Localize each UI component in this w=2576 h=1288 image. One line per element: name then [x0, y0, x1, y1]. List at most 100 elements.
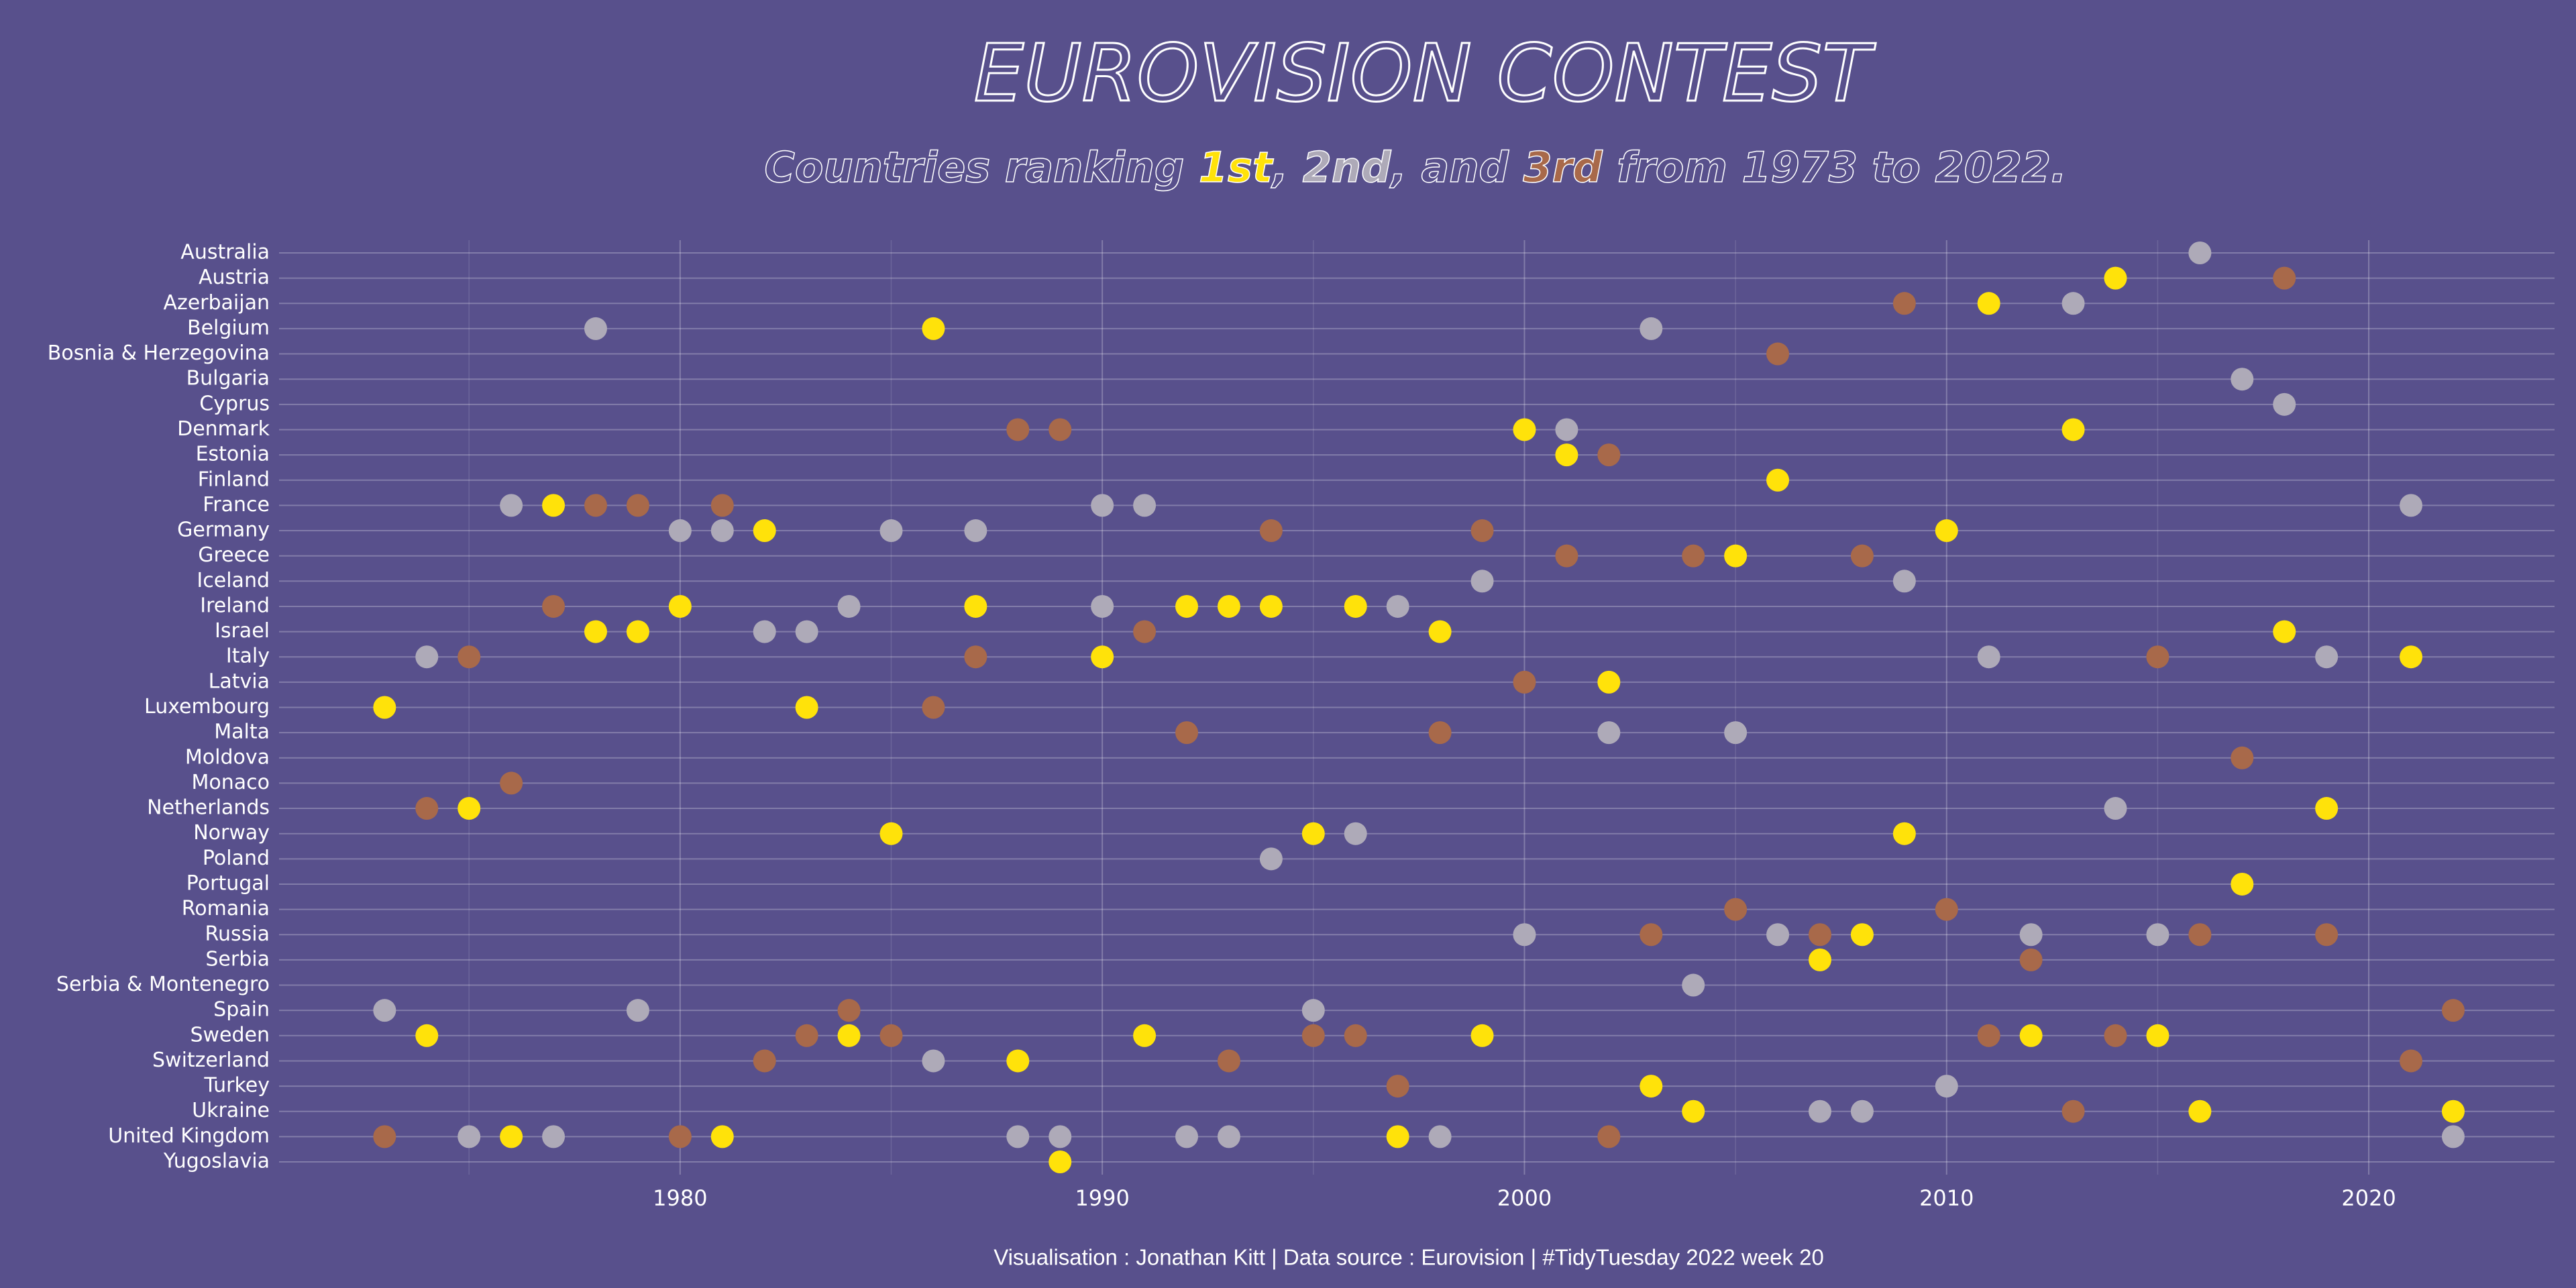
legend-entry: 3rd: [1523, 143, 1603, 192]
point: [1344, 594, 1367, 618]
point: [2273, 266, 2296, 290]
point: [1808, 1099, 1831, 1123]
point: [1850, 544, 1874, 568]
point: [2146, 645, 2169, 669]
y-tick-label: Switzerland: [152, 1049, 270, 1072]
subtitle-text: from 1973 to 2022.: [1603, 143, 2067, 192]
point: [1428, 721, 1452, 745]
point: [2061, 292, 2085, 315]
point: [1597, 721, 1621, 745]
point: [2061, 1099, 2085, 1123]
y-tick-label: Denmark: [177, 417, 270, 441]
x-tick-label: 2020: [2341, 1185, 2396, 1211]
point: [542, 594, 566, 618]
point: [2315, 923, 2339, 947]
y-tick-label: Serbia: [205, 947, 270, 971]
y-tick-label: Ukraine: [192, 1099, 270, 1122]
point: [500, 1125, 523, 1148]
point: [922, 696, 945, 719]
y-tick-label: Monaco: [192, 771, 270, 794]
point: [2441, 1099, 2465, 1123]
point: [415, 797, 439, 820]
point: [1808, 923, 1831, 947]
point: [1724, 898, 1748, 921]
point: [1175, 1125, 1199, 1148]
point: [1892, 292, 1916, 315]
point: [1977, 1024, 2000, 1047]
y-tick-label: Austria: [199, 266, 270, 289]
point: [1049, 1125, 1072, 1148]
point: [1766, 923, 1790, 947]
point: [1513, 923, 1536, 947]
point: [1301, 1024, 1325, 1047]
y-tick-label: Luxembourg: [144, 695, 270, 718]
y-tick-label: United Kingdom: [108, 1124, 270, 1148]
point: [458, 797, 481, 820]
y-tick-label: Latvia: [209, 669, 270, 693]
legend-entry: 1st: [1199, 143, 1274, 192]
point: [1091, 645, 1114, 669]
point: [1682, 544, 1705, 568]
point: [373, 999, 396, 1022]
chart-title: EUROVISION CONTEST: [974, 27, 1876, 119]
point: [1555, 544, 1578, 568]
point: [753, 620, 776, 643]
point: [584, 620, 607, 643]
y-tick-label: Bulgaria: [186, 367, 270, 390]
point: [1850, 923, 1874, 947]
y-tick-label: Bosnia & Herzegovina: [48, 341, 270, 365]
point: [710, 519, 734, 543]
point: [1217, 594, 1240, 618]
point: [1386, 1125, 1409, 1148]
y-tick-label: Ireland: [200, 594, 270, 617]
point: [415, 1024, 439, 1047]
point: [2104, 266, 2127, 290]
point: [2231, 368, 2254, 391]
y-tick-label: Cyprus: [199, 392, 270, 415]
point: [1892, 570, 1916, 593]
y-tick-label: Netherlands: [147, 796, 270, 820]
y-tick-label: Spain: [213, 998, 270, 1022]
point: [584, 494, 607, 517]
chart-subtitle: Countries ranking 1st, 2nd, and 3rd from…: [764, 143, 2066, 192]
point: [1977, 645, 2000, 669]
point: [2146, 1024, 2169, 1047]
y-tick-label: Belgium: [187, 316, 270, 339]
point: [626, 494, 649, 517]
point: [1597, 670, 1621, 694]
point: [2400, 1049, 2423, 1073]
point: [710, 1125, 734, 1148]
y-tick-label: Sweden: [190, 1023, 270, 1046]
point: [795, 620, 818, 643]
point: [964, 594, 987, 618]
point: [1006, 418, 1030, 441]
point: [1892, 822, 1916, 845]
point: [922, 317, 945, 340]
point: [1386, 1075, 1409, 1098]
y-tick-label: Italy: [226, 645, 270, 668]
point: [1470, 1024, 1494, 1047]
point: [1597, 1125, 1621, 1148]
y-tick-label: Australia: [180, 241, 270, 264]
point: [1175, 721, 1199, 745]
point: [2019, 1024, 2043, 1047]
y-tick-label: Russia: [205, 922, 270, 946]
point: [837, 1024, 861, 1047]
caption: Visualisation : Jonathan Kitt | Data sou…: [994, 1245, 1824, 1270]
point: [415, 645, 439, 669]
point: [1259, 847, 1283, 871]
point: [1640, 317, 1663, 340]
point: [1935, 519, 1958, 543]
point: [2441, 1125, 2465, 1148]
point: [1766, 342, 1790, 366]
point: [1428, 1125, 1452, 1148]
point: [964, 519, 987, 543]
y-tick-label: Poland: [203, 847, 270, 870]
y-tick-label: Israel: [215, 619, 270, 643]
legend-entry: 2nd: [1303, 143, 1391, 192]
point: [1555, 443, 1578, 467]
point: [1049, 1150, 1072, 1173]
point: [458, 645, 481, 669]
